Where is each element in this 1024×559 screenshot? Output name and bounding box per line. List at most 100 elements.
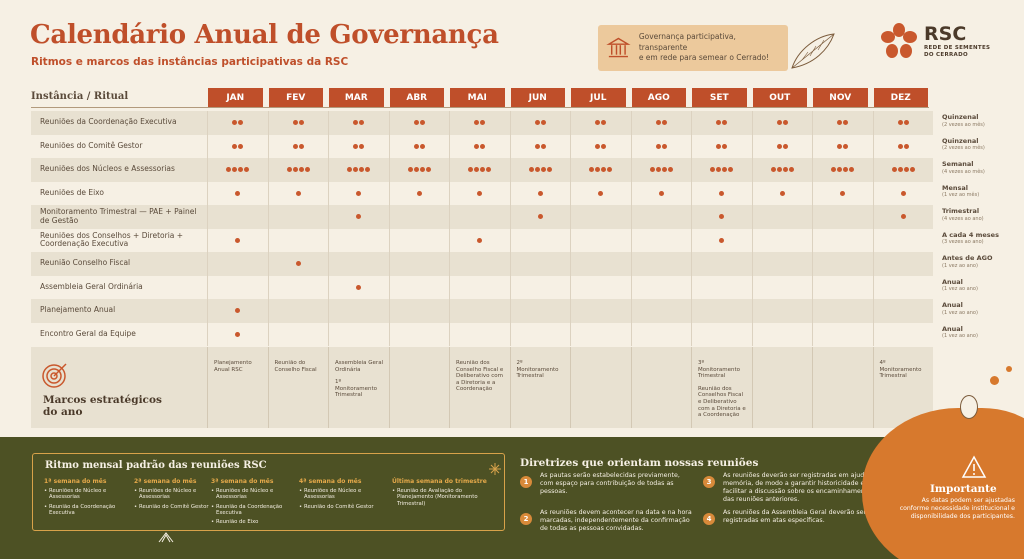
table-cell [630,111,692,135]
meeting-dot [528,167,534,173]
meeting-dot [601,143,607,149]
logo-subtitle-2: DO CERRADO [924,52,968,58]
table-cell [630,322,692,346]
table-cell [872,134,934,158]
table-cell [872,322,934,346]
table-cell [751,181,813,205]
table-cell [207,111,268,135]
table-row: Planejamento Anual [31,299,933,323]
table-cell [872,205,934,229]
meeting-dot [298,143,304,149]
meeting-dot [292,143,298,149]
meeting-dot [655,120,661,126]
table-cell [872,275,934,299]
marco-cell: 3º Monitoramento Trimestral Reunião dos C… [691,347,752,428]
meeting-dot [295,261,301,267]
week-item: Reunião da Coordenação Executiva [211,504,289,517]
meeting-dot [356,214,362,220]
meeting-dot [232,167,238,173]
table-cell [388,252,450,276]
table-cell [388,228,450,252]
month-header-abr: ABR [389,88,444,107]
table-cell [570,205,631,229]
table-cell [449,134,510,158]
table-cell [388,299,450,323]
importante-title: Importante [930,483,997,495]
table-cell [509,158,571,182]
week-item: Reunião do Comitê Gestor [134,504,212,511]
month-header-set: SET [692,88,747,107]
week-item: Reuniões de Núcleo e Assessorias [299,488,377,501]
ritmo-box [32,453,505,531]
week-title: 3ª semana do mês [211,478,274,485]
logo-name: RSC [924,23,967,46]
table-cell [207,158,268,182]
callout-line-2: e em rede para semear o Cerrado! [638,53,770,63]
brush-icon [158,532,174,543]
table-cell [691,275,752,299]
frequency-label: Anual (1 vez ao ano) [942,301,978,316]
table-cell [207,275,268,299]
diretriz-item: 2 As reuniões devem acontecer na data e n… [520,509,695,533]
meeting-dot [843,167,849,173]
meeting-dot [909,167,915,173]
week-item: Reunião da Coordenação Executiva [44,504,122,517]
frequency-label: Quinzenal (2 vezes ao mês) [942,113,985,128]
table-cell [570,158,631,182]
table-cell [207,205,268,229]
meeting-dot [235,331,241,337]
meeting-dot [658,190,664,196]
diretriz-item: 4 As reuniões da Assembleia Geral deverão… [703,509,878,525]
table-cell [509,181,571,205]
table-cell [812,158,873,182]
table-cell [872,181,934,205]
row-label: Monitoramento Trimestral — PAE + Painel … [40,207,197,225]
week-item: Reuniões de Núcleo e Assessorias [211,488,289,501]
marco-cell [751,347,813,428]
table-cell [388,181,450,205]
week-block: 3ª semana do mês Reuniões de Núcleo e Ass… [211,478,289,529]
table-cell [449,275,510,299]
diretriz-number: 4 [703,513,715,525]
meeting-dot [598,190,604,196]
table-cell [328,322,389,346]
institution-icon [606,37,631,58]
frequency-label: Mensal (1 vez ao mês) [942,183,980,199]
meeting-dot [595,120,601,126]
meeting-dot [413,167,419,173]
page-subtitle: Ritmos e marcos das instâncias participa… [31,56,349,68]
row-label: Reunião Conselho Fiscal [40,258,131,268]
callout-box: Governança participativa, transparente e… [598,25,788,71]
marco-cell: Assembleia Geral Ordinária 1º Monitoramen… [328,347,389,428]
meeting-dot [716,120,722,126]
meeting-dot [779,190,785,196]
table-cell [630,228,692,252]
meeting-dot [347,167,353,173]
meeting-dot [840,190,846,196]
meeting-dot [235,237,241,243]
table-cell [812,275,873,299]
diretriz-text: As reuniões da Assembleia Geral deverão … [723,509,867,524]
meeting-dot [534,167,540,173]
meeting-dot [903,167,909,173]
table-cell [630,275,692,299]
table-cell [267,158,329,182]
week-item: Reunião de Avaliação do Planejamento (Mo… [392,488,480,507]
week-title: Última semana do trimestre [392,478,487,485]
table-cell [388,158,450,182]
frequency-label: Semanal (4 vezes ao mês) [942,160,985,175]
table-cell [630,252,692,276]
month-header-fev: FEV [268,88,323,107]
marco-cell: Reunião dos Conselho Fiscal e Deliberati… [449,347,510,428]
meeting-dot [661,143,667,149]
table-cell [328,205,389,229]
diretriz-number: 2 [520,513,532,525]
rsc-logo: RSC REDE DE SEMENTES DO CERRADO [880,22,990,60]
meeting-dot [710,167,716,173]
meeting-dot [419,120,425,126]
meeting-dot [468,167,474,173]
meeting-dot [716,143,722,149]
table-cell [267,299,329,323]
week-item: Reuniões de Núcleo e Assessorias [44,488,122,501]
table-cell [267,111,329,135]
